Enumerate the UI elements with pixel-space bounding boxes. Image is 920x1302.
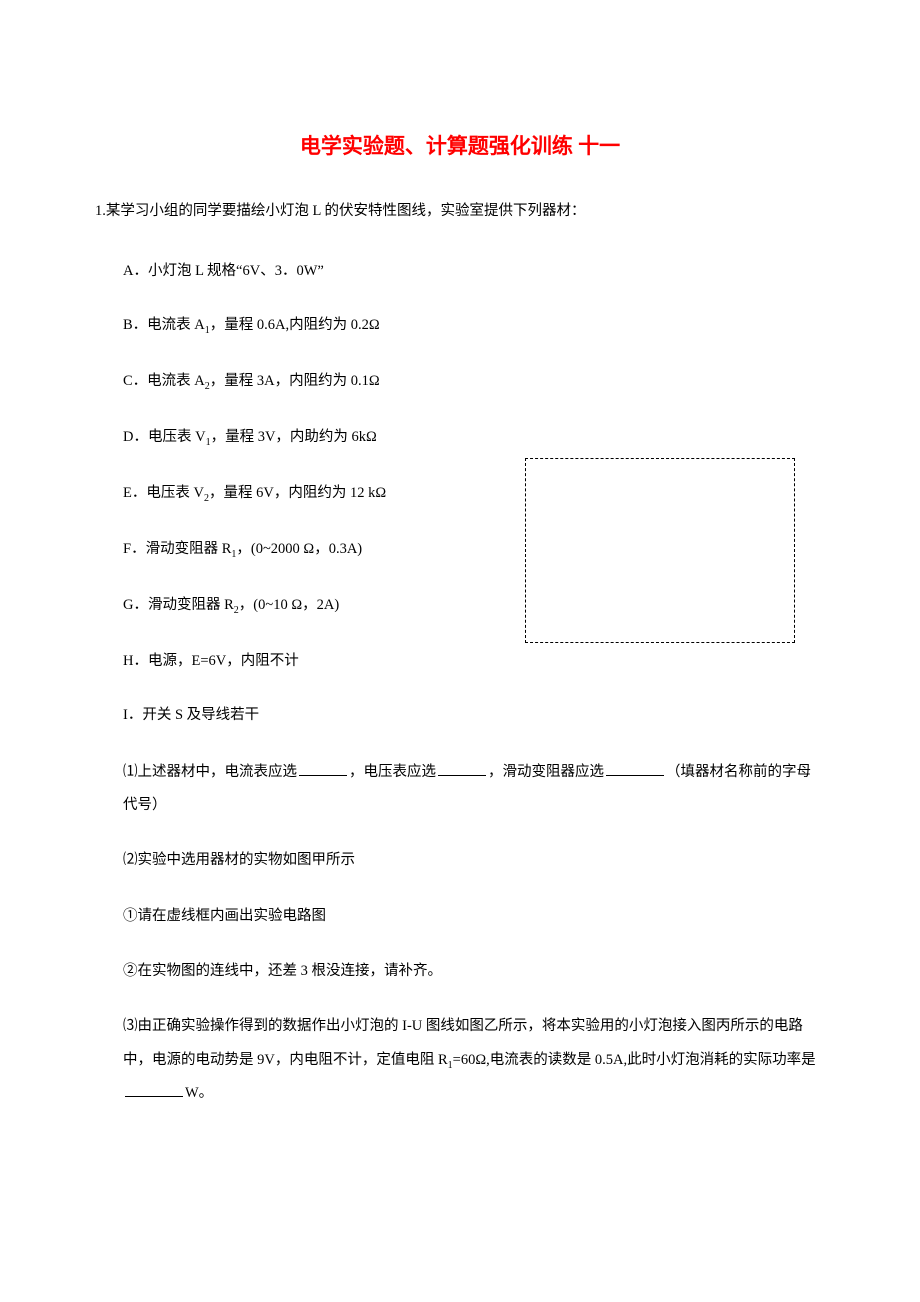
part-1: ⑴上述器材中，电流表应选，电压表应选，滑动变阻器应选（填器材名称前的字母代号） bbox=[95, 756, 825, 823]
circuit-diagram-placeholder bbox=[525, 458, 795, 643]
part-3-end: W。 bbox=[185, 1085, 213, 1101]
part-2-2: ②在实物图的连线中，还差 3 根没连接，请补齐。 bbox=[95, 955, 825, 988]
option-g-post: ，(0~10 Ω，2A) bbox=[239, 597, 339, 613]
option-b: B．电流表 A1，量程 0.6A,内阻约为 0.2Ω bbox=[95, 312, 825, 340]
part-2: ⑵实验中选用器材的实物如图甲所示 bbox=[95, 844, 825, 877]
part-1-c: ，滑动变阻器应选 bbox=[488, 764, 604, 780]
part-1-a: ⑴上述器材中，电流表应选 bbox=[123, 764, 297, 780]
option-d-post: ，量程 3V，内助约为 6kΩ bbox=[211, 429, 377, 445]
option-i: I．开关 S 及导线若干 bbox=[95, 702, 825, 728]
option-c-pre: C．电流表 A bbox=[123, 373, 205, 389]
option-d: D．电压表 V1，量程 3V，内助约为 6kΩ bbox=[95, 424, 825, 452]
blank-voltmeter bbox=[438, 761, 486, 776]
option-b-post: ，量程 0.6A,内阻约为 0.2Ω bbox=[210, 317, 380, 333]
part-3-mid: =60Ω,电流表的读数是 0.5A,此时小灯泡消耗的实际功率是 bbox=[453, 1052, 816, 1068]
question-number: 1. bbox=[95, 203, 106, 219]
blank-rheostat bbox=[606, 761, 664, 776]
option-e-post: ，量程 6V，内阻约为 12 kΩ bbox=[209, 485, 386, 501]
option-g-pre: G．滑动变阻器 R bbox=[123, 597, 234, 613]
question-intro: 1.某学习小组的同学要描绘小灯泡 L 的伏安特性图线，实验室提供下列器材： bbox=[95, 198, 825, 224]
blank-power bbox=[125, 1083, 183, 1098]
option-e-pre: E．电压表 V bbox=[123, 485, 204, 501]
option-b-pre: B．电流表 A bbox=[123, 317, 205, 333]
page-title: 电学实验题、计算题强化训练 十一 bbox=[95, 130, 825, 160]
blank-ammeter bbox=[299, 761, 347, 776]
question-intro-text: 某学习小组的同学要描绘小灯泡 L 的伏安特性图线，实验室提供下列器材： bbox=[106, 203, 586, 219]
option-f-pre: F．滑动变阻器 R bbox=[123, 541, 231, 557]
option-h: H．电源，E=6V，内阻不计 bbox=[95, 648, 825, 674]
option-c-post: ，量程 3A，内阻约为 0.1Ω bbox=[210, 373, 380, 389]
option-f-post: ，(0~2000 Ω，0.3A) bbox=[236, 541, 362, 557]
option-d-pre: D．电压表 V bbox=[123, 429, 206, 445]
part-3: ⑶由正确实验操作得到的数据作出小灯泡的 I-U 图线如图乙所示，将本实验用的小灯… bbox=[95, 1010, 825, 1110]
option-a: A．小灯泡 L 规格“6V、3．0W” bbox=[95, 258, 825, 284]
part-2-1: ①请在虚线框内画出实验电路图 bbox=[95, 900, 825, 933]
part-1-b: ，电压表应选 bbox=[349, 764, 436, 780]
option-c: C．电流表 A2，量程 3A，内阻约为 0.1Ω bbox=[95, 368, 825, 396]
